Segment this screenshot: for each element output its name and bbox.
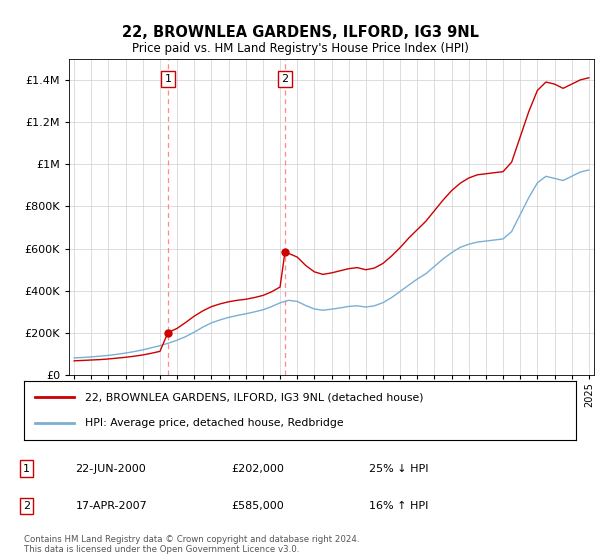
Text: 16% ↑ HPI: 16% ↑ HPI (369, 501, 428, 511)
Text: £202,000: £202,000 (231, 464, 284, 474)
Text: 1: 1 (23, 464, 30, 474)
Text: £585,000: £585,000 (231, 501, 284, 511)
Text: HPI: Average price, detached house, Redbridge: HPI: Average price, detached house, Redb… (85, 418, 343, 428)
Text: 17-APR-2007: 17-APR-2007 (76, 501, 147, 511)
Text: Contains HM Land Registry data © Crown copyright and database right 2024.
This d: Contains HM Land Registry data © Crown c… (24, 535, 359, 554)
Text: 1: 1 (164, 74, 172, 85)
Text: 2: 2 (23, 501, 30, 511)
Text: 2: 2 (281, 74, 289, 85)
Text: 22, BROWNLEA GARDENS, ILFORD, IG3 9NL (detached house): 22, BROWNLEA GARDENS, ILFORD, IG3 9NL (d… (85, 392, 423, 402)
Text: 22, BROWNLEA GARDENS, ILFORD, IG3 9NL: 22, BROWNLEA GARDENS, ILFORD, IG3 9NL (121, 25, 479, 40)
Text: Price paid vs. HM Land Registry's House Price Index (HPI): Price paid vs. HM Land Registry's House … (131, 42, 469, 55)
Text: 22-JUN-2000: 22-JUN-2000 (76, 464, 146, 474)
Text: 25% ↓ HPI: 25% ↓ HPI (369, 464, 428, 474)
